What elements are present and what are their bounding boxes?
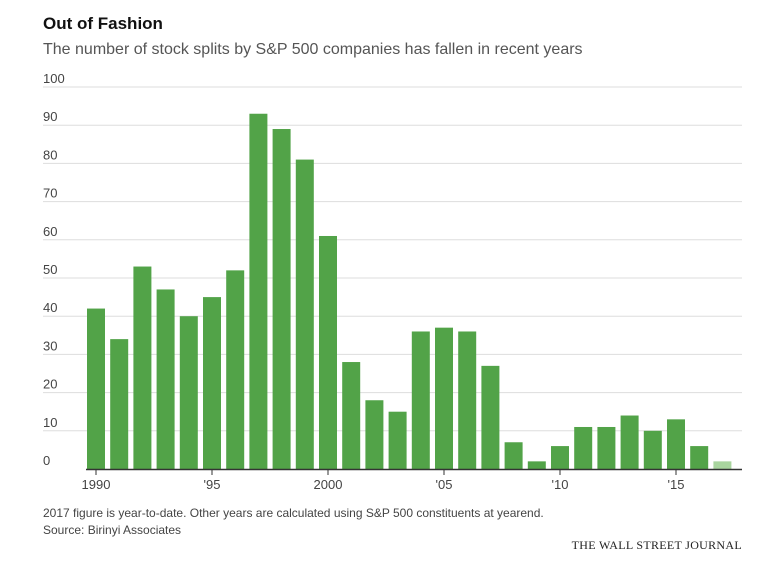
bar-2009 bbox=[527, 461, 546, 469]
source-note: Source: Birinyi Associates bbox=[43, 523, 182, 537]
y-tick-label: 80 bbox=[43, 147, 57, 162]
bar-2003 bbox=[388, 411, 407, 469]
bar-1998 bbox=[272, 129, 291, 469]
bar-2013 bbox=[620, 415, 639, 469]
bar-chart: 0 10 20 30 40 50 60 70 80 90 100 1990 '95 2000 '05 '10 '… bbox=[43, 71, 742, 492]
bar-1992 bbox=[133, 266, 152, 469]
y-tick-label: 60 bbox=[43, 224, 57, 239]
x-tick-label: '95 bbox=[204, 477, 221, 492]
bar-2007 bbox=[481, 365, 500, 469]
bar-2006 bbox=[458, 331, 477, 469]
bar-2014 bbox=[643, 430, 662, 469]
bar-2011 bbox=[574, 426, 593, 469]
y-tick-label: 90 bbox=[43, 109, 57, 124]
x-tick-label: 1990 bbox=[82, 477, 111, 492]
bar-2002 bbox=[365, 400, 384, 469]
x-tick-label: '05 bbox=[436, 477, 453, 492]
bar-2017 bbox=[713, 461, 732, 469]
bar-1991 bbox=[110, 339, 129, 469]
chart-title: Out of Fashion bbox=[43, 14, 163, 33]
y-tick-label: 20 bbox=[43, 377, 57, 392]
bar-1999 bbox=[295, 159, 314, 469]
x-tick-label: 2000 bbox=[314, 477, 343, 492]
y-tick-label: 30 bbox=[43, 338, 57, 353]
y-tick-label: 100 bbox=[43, 71, 65, 86]
bar-1997 bbox=[249, 113, 268, 470]
x-tick-label: '10 bbox=[552, 477, 569, 492]
bar-2008 bbox=[504, 442, 523, 469]
bar-1994 bbox=[179, 316, 198, 469]
bar-1995 bbox=[203, 297, 221, 469]
bar-1996 bbox=[226, 270, 245, 469]
footnote: 2017 figure is year-to-date. Other years… bbox=[43, 506, 544, 520]
bar-1993 bbox=[156, 289, 175, 469]
y-tick-label: 50 bbox=[43, 262, 57, 277]
bar-2010 bbox=[551, 446, 569, 469]
bar-2005 bbox=[435, 327, 453, 469]
y-tick-label: 10 bbox=[43, 415, 57, 430]
bar-2001 bbox=[342, 362, 361, 469]
bar-1990 bbox=[87, 308, 105, 469]
y-tick-label: 0 bbox=[43, 453, 50, 468]
bar-2012 bbox=[597, 426, 616, 469]
bar-2016 bbox=[690, 446, 709, 469]
y-tick-label: 40 bbox=[43, 300, 57, 315]
x-tick-label: '15 bbox=[668, 477, 685, 492]
bar-2000 bbox=[319, 235, 337, 469]
bar-2004 bbox=[411, 331, 430, 469]
bar-2015 bbox=[667, 419, 685, 469]
publisher-logo: THE WALL STREET JOURNAL bbox=[571, 538, 742, 552]
y-tick-label: 70 bbox=[43, 186, 57, 201]
chart-subtitle: The number of stock splits by S&P 500 co… bbox=[43, 41, 583, 58]
